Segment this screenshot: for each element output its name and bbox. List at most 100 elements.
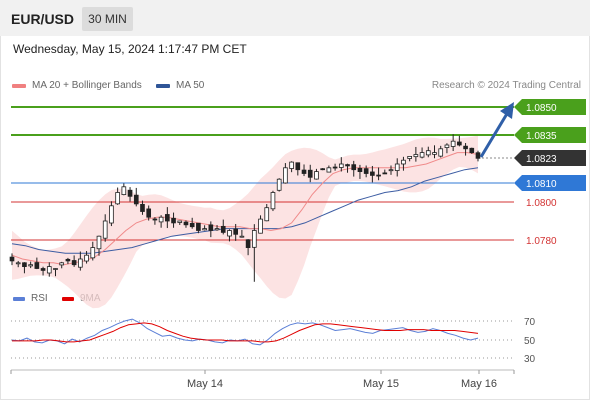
- candle: [214, 228, 220, 231]
- candle: [140, 203, 145, 212]
- price-badge-1.0810: [514, 175, 586, 191]
- price-label-1.0800: 1.0800: [526, 198, 557, 209]
- timestamp: Wednesday, May 15, 2024 1:17:47 PM CET: [13, 42, 247, 56]
- candle: [419, 152, 425, 158]
- candle: [46, 266, 52, 274]
- candle: [314, 171, 319, 180]
- candle: [59, 262, 65, 266]
- candle: [84, 254, 89, 262]
- candle: [258, 218, 263, 234]
- candle: [370, 171, 375, 176]
- candle: [90, 247, 96, 259]
- candle: [15, 262, 21, 265]
- timeframe-button[interactable]: 30 MIN: [82, 7, 133, 31]
- candle: [239, 235, 245, 238]
- candle: [245, 239, 251, 248]
- candle: [96, 235, 102, 250]
- candle: [109, 205, 114, 224]
- candle: [183, 221, 189, 226]
- candle: [208, 224, 214, 231]
- candle: [22, 262, 27, 268]
- candle: [401, 159, 406, 165]
- x-label: May 14: [187, 378, 223, 390]
- ma20-swatch: [12, 83, 26, 88]
- candle: [158, 216, 164, 223]
- candle: [413, 154, 419, 158]
- ma50-swatch: [156, 83, 170, 88]
- rsi-label: RSI: [31, 293, 48, 304]
- candle: [165, 214, 170, 222]
- price-label-1.0780: 1.0780: [526, 236, 557, 247]
- price-badge-1.0850: [514, 99, 586, 115]
- candle: [53, 268, 58, 270]
- candle: [332, 166, 338, 169]
- candle: [40, 268, 46, 271]
- candle: [34, 262, 40, 269]
- price-badge-text-1.0835: 1.0835: [526, 131, 557, 142]
- x-label: May 15: [363, 378, 399, 390]
- bollinger-band: [12, 135, 478, 309]
- ma20-label: MA 20 + Bollinger Bands: [32, 80, 142, 91]
- rsi-line: [11, 318, 479, 346]
- candle: [425, 150, 431, 156]
- candle: [71, 260, 77, 266]
- price-badge-text-1.0810: 1.0810: [526, 179, 557, 190]
- candle: [469, 147, 475, 154]
- candle: [196, 222, 201, 231]
- candle: [394, 163, 400, 171]
- ma50-line: [11, 167, 479, 254]
- candle: [295, 162, 301, 171]
- candle: [450, 140, 456, 147]
- candle: [177, 220, 183, 223]
- candle: [301, 169, 307, 174]
- candle: [363, 168, 369, 174]
- candle: [78, 258, 83, 268]
- candle: [326, 167, 332, 173]
- legend-ma20: MA 20 + Bollinger Bands: [12, 80, 142, 91]
- candle: [444, 144, 450, 149]
- rsi-ma9-line: [12, 322, 479, 343]
- price-badge-text-1.0850: 1.0850: [526, 103, 557, 114]
- symbol-label: EUR/USD: [11, 11, 75, 27]
- candle: [227, 230, 232, 237]
- candle: [133, 194, 139, 205]
- candle: [276, 178, 282, 191]
- candle: [289, 161, 294, 169]
- candle: [357, 167, 363, 173]
- candle: [270, 192, 276, 210]
- candle: [438, 148, 444, 157]
- candle: [189, 222, 195, 228]
- price-badge-1.0823: [514, 150, 586, 166]
- candle: [220, 225, 226, 233]
- candle: [457, 141, 462, 146]
- legend-ma50: MA 50: [156, 80, 204, 91]
- candle: [345, 164, 350, 167]
- ma20-line: [11, 152, 479, 266]
- price-badge-1.0835: [514, 127, 586, 143]
- candle: [9, 256, 15, 262]
- rsi-tick-30: 30: [524, 354, 536, 365]
- trend-arrow-head: [500, 102, 514, 119]
- price-badge-text-1.0823: 1.0823: [526, 154, 557, 165]
- candle: [376, 174, 381, 177]
- candle: [202, 228, 207, 231]
- candle: [127, 189, 133, 197]
- candle: [115, 192, 120, 205]
- candle: [407, 155, 412, 159]
- candle: [146, 208, 152, 218]
- x-label: May 16: [461, 378, 497, 390]
- candle: [475, 152, 481, 159]
- candle: [463, 145, 468, 150]
- rsi-tick-70: 70: [524, 317, 536, 328]
- legend-rsi: RSI: [13, 293, 48, 304]
- rsi-tick-50: 50: [524, 336, 536, 347]
- candle: [171, 217, 176, 224]
- credit-text: Research © 2024 Trading Central: [431, 80, 581, 91]
- candle: [388, 169, 394, 172]
- candle: [121, 186, 127, 195]
- candle: [264, 207, 270, 222]
- trend-arrow-line: [479, 111, 510, 158]
- candle: [338, 163, 344, 168]
- candle: [307, 169, 313, 178]
